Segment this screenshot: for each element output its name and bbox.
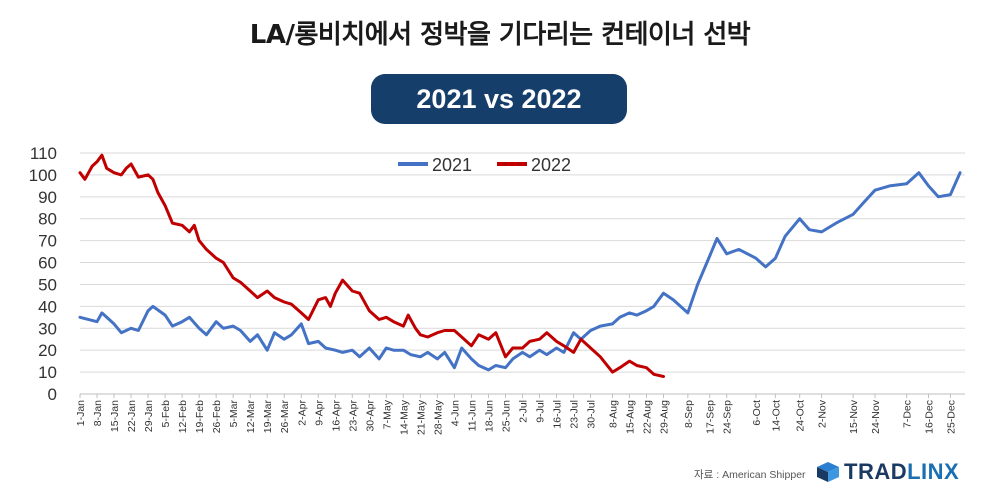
- y-tick-label: 80: [38, 210, 57, 229]
- x-tick-label: 15-Nov: [848, 399, 860, 434]
- x-tick-label: 25-Dec: [945, 400, 957, 434]
- x-tick-label: 9-Jul: [535, 400, 547, 423]
- x-tick-label: 2-Nov: [817, 399, 829, 428]
- x-tick-label: 24-Oct: [795, 400, 807, 432]
- x-tick-label: 7-Dec: [902, 400, 914, 428]
- y-tick-label: 20: [38, 341, 57, 360]
- x-tick-label: 15-Aug: [624, 400, 636, 434]
- x-tick-label: 29-Jan: [143, 400, 155, 432]
- x-tick-label: 16-Apr: [330, 399, 342, 431]
- y-tick-label: 90: [38, 188, 57, 207]
- x-tick-label: 5-Feb: [160, 400, 172, 428]
- x-tick-label: 22-Jan: [126, 400, 138, 432]
- x-tick-label: 2-Jul: [518, 400, 530, 423]
- series-line-2021: [78, 171, 962, 372]
- y-tick-label: 50: [38, 275, 57, 294]
- x-tick-label: 30-Apr: [364, 399, 376, 431]
- x-tick-label: 22-Aug: [641, 400, 653, 434]
- x-tick-label: 18-Jun: [483, 400, 495, 432]
- x-tick-label: 23-Jul: [569, 400, 581, 429]
- logo-text-trad: TRAD: [844, 459, 908, 484]
- x-tick-label: 16-Jul: [552, 400, 564, 429]
- legend-label-2021: 2021: [432, 155, 472, 175]
- x-tick-label: 29-Aug: [659, 400, 671, 434]
- y-tick-label: 100: [29, 166, 57, 185]
- x-tick-label: 8-Jan: [92, 400, 104, 426]
- x-tick-label: 24-Sep: [722, 400, 734, 434]
- x-tick-label: 19-Mar: [262, 400, 274, 434]
- x-tick-label: 28-May: [432, 399, 444, 435]
- x-tick-label: 25-Jun: [500, 400, 512, 432]
- tradlinx-logo: TRADLINX: [816, 459, 959, 485]
- x-tick-label: 8-Sep: [683, 400, 695, 428]
- series-line-2022: [78, 153, 665, 378]
- y-tick-label: 70: [38, 232, 57, 251]
- x-tick-label: 8-Aug: [607, 400, 619, 428]
- x-tick-label: 12-Feb: [177, 400, 189, 433]
- x-tick-label: 14-May: [398, 399, 410, 435]
- y-tick-label: 30: [38, 319, 57, 338]
- x-tick-label: 7-May: [381, 399, 393, 429]
- chart-title: LA/롱비치에서 정박을 기다리는 컨테이너 선박: [249, 20, 751, 50]
- source-note: 자료 : American Shipper: [694, 469, 806, 481]
- x-tick-label: 14-Oct: [770, 400, 782, 432]
- x-tick-label: 5-Mar: [228, 399, 240, 427]
- x-tick-label: 12-Mar: [245, 400, 257, 434]
- x-tick-label: 30-Jul: [586, 400, 598, 429]
- y-tick-label: 110: [30, 144, 57, 163]
- y-tick-label: 10: [38, 363, 57, 382]
- x-tick-label: 16-Dec: [924, 400, 936, 434]
- y-tick-label: 40: [38, 297, 57, 316]
- legend-label-2022: 2022: [531, 155, 571, 175]
- x-tick-label: 4-Jun: [449, 400, 461, 426]
- x-tick-label: 26-Feb: [211, 400, 223, 433]
- x-tick-label: 2-Apr: [296, 400, 308, 426]
- x-tick-label: 1-Jan: [75, 400, 87, 426]
- x-tick-label: 19-Feb: [194, 400, 206, 433]
- y-tick-label: 0: [48, 385, 57, 404]
- year-comparison-label: 2021 vs 2022: [416, 83, 582, 114]
- y-tick-label: 60: [38, 254, 57, 273]
- x-tick-label: 17-Sep: [705, 400, 717, 434]
- x-tick-label: 11-Jun: [466, 400, 478, 431]
- cube-logo-icon: [817, 462, 839, 482]
- x-tick-label: 6-Oct: [751, 400, 763, 426]
- x-tick-label: 24-Nov: [870, 399, 882, 434]
- x-tick-label: 15-Jan: [109, 400, 121, 432]
- x-tick-label: 23-Apr: [347, 399, 359, 431]
- x-tick-label: 21-May: [415, 399, 427, 435]
- logo-text-linx: LINX: [907, 459, 960, 484]
- x-tick-label: 9-Apr: [313, 400, 325, 426]
- x-tick-label: 26-Mar: [279, 400, 291, 434]
- year-comparison-badge: 2021 vs 2022: [371, 74, 627, 124]
